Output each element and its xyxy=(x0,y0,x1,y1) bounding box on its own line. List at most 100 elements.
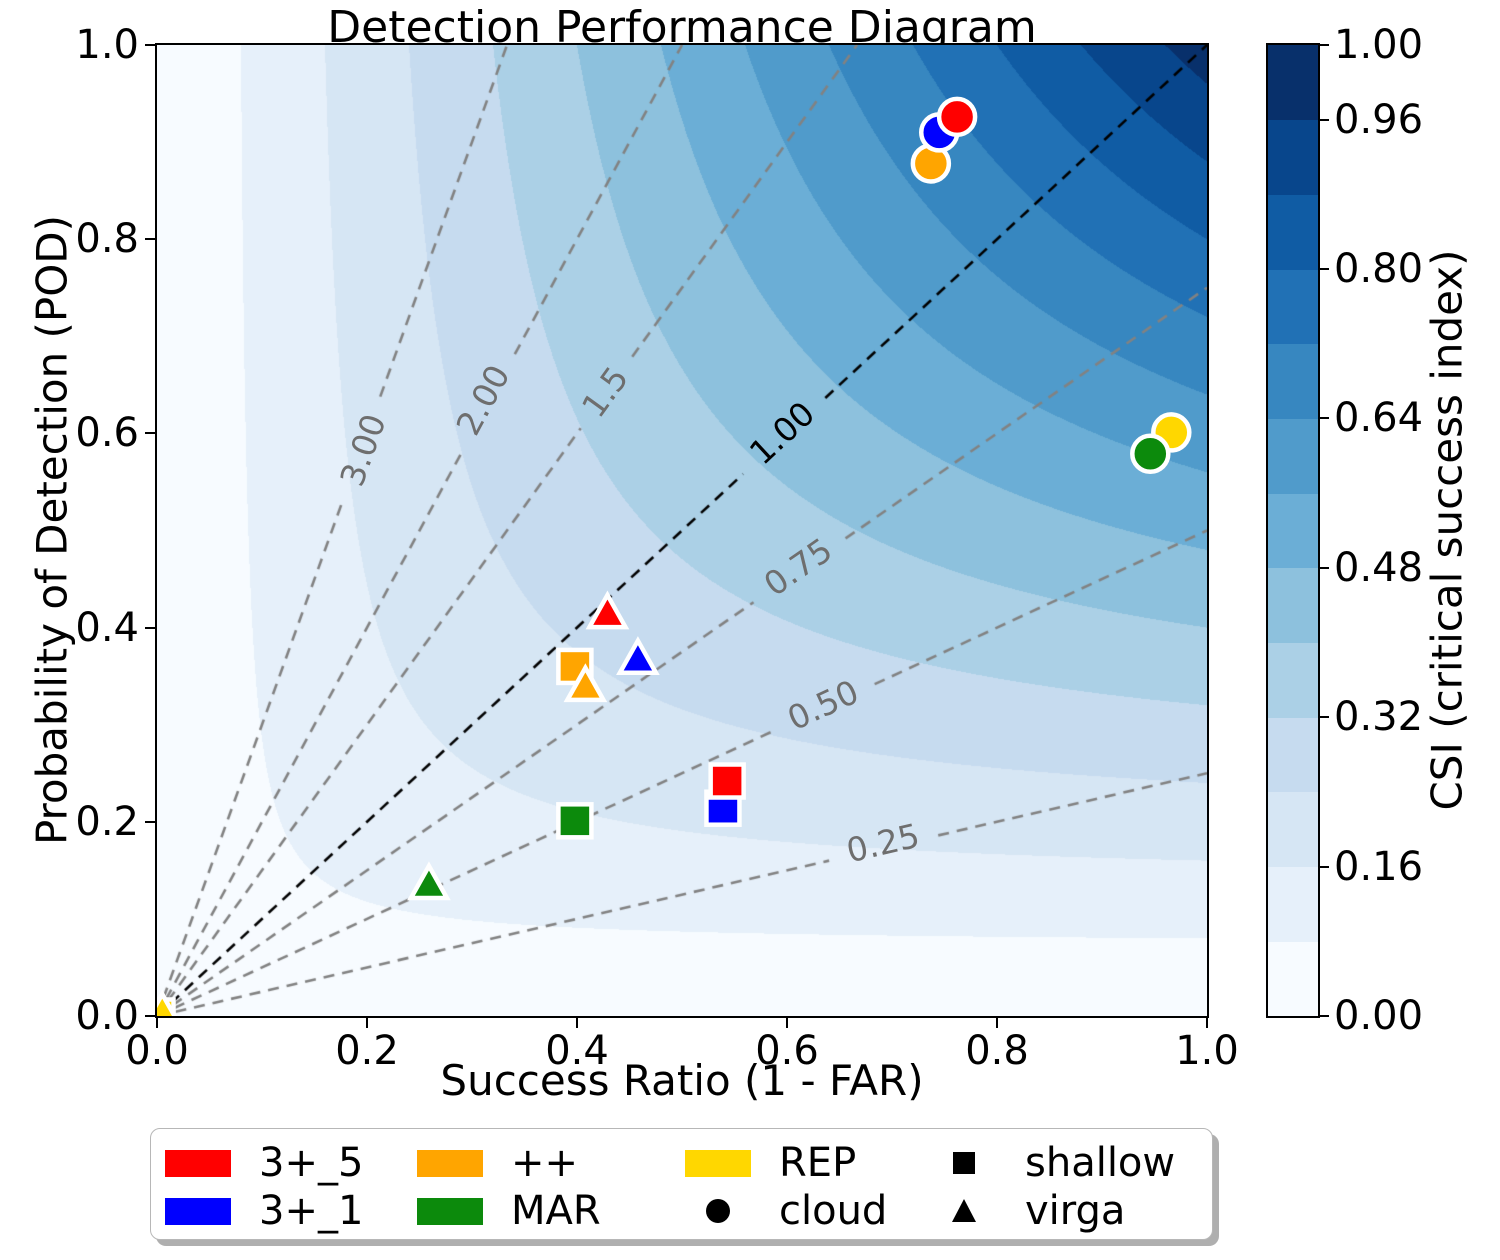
x-tick-mark xyxy=(576,1018,578,1028)
y-tick-label: 0.4 xyxy=(75,604,139,651)
legend-column: 3+_5 3+_1 xyxy=(165,1139,417,1235)
legend-circle-icon xyxy=(685,1196,751,1226)
legend-label: virga xyxy=(1025,1188,1126,1234)
x-axis-label: Success Ratio (1 - FAR) xyxy=(440,1056,924,1105)
y-tick-label: 0.2 xyxy=(75,798,139,845)
data-point-++-virga xyxy=(563,663,608,703)
y-axis-label: Probability of Detection (POD) xyxy=(27,214,77,846)
colorbar-tick-mark xyxy=(1320,566,1329,569)
legend-square-icon xyxy=(931,1148,997,1178)
colorbar-band xyxy=(1268,194,1318,270)
x-tick-label: 0.2 xyxy=(335,1028,399,1074)
colorbar-tick-label: 0.00 xyxy=(1334,993,1424,1039)
colorbar-band xyxy=(1268,45,1318,121)
colorbar-tick-mark xyxy=(1320,865,1329,868)
colorbar-label: CSI (critical success index) xyxy=(1422,249,1472,811)
legend-label: MAR xyxy=(511,1188,601,1234)
colorbar-band xyxy=(1268,567,1318,644)
data-point-3+_5-shallow xyxy=(708,762,746,800)
data-marker-layer xyxy=(157,96,1192,1016)
data-point-MAR-cloud xyxy=(1130,433,1171,475)
x-tick-label: 0.8 xyxy=(965,1028,1029,1074)
legend-label: cloud xyxy=(779,1188,888,1234)
x-tick-mark xyxy=(996,1018,998,1028)
legend-color-swatch xyxy=(165,1197,231,1225)
colorbar-band xyxy=(1268,866,1318,942)
y-tick-mark xyxy=(145,432,155,435)
colorbar-band xyxy=(1268,717,1318,793)
x-tick-mark xyxy=(786,1018,788,1028)
colorbar-band xyxy=(1268,343,1318,419)
legend-label: shallow xyxy=(1025,1140,1176,1186)
colorbar-tick-mark xyxy=(1320,716,1329,719)
x-tick-label: 0.0 xyxy=(125,1028,189,1074)
legend-entry-rep: REP xyxy=(685,1139,931,1187)
legend-color-swatch xyxy=(165,1149,231,1177)
legend-column: REP cloud xyxy=(685,1139,931,1235)
colorbar-tick-label: 0.64 xyxy=(1334,395,1424,442)
x-tick-mark xyxy=(366,1018,368,1028)
legend-triangle-icon xyxy=(931,1196,997,1226)
x-tick-mark xyxy=(156,1018,158,1028)
colorbar-tick-label: 1.00 xyxy=(1334,22,1424,68)
y-tick-mark xyxy=(145,44,155,46)
plot-area: 3.00 2.00 1.5 1.00 0.75 0.50 0.25 xyxy=(157,45,1207,1016)
colorbar-tick-mark xyxy=(1320,118,1329,121)
data-point-MAR-virga xyxy=(407,861,451,901)
x-tick-label: 0.4 xyxy=(545,1028,609,1074)
colorbar-tick-label: 0.80 xyxy=(1334,246,1424,293)
chart-title: Detection Performance Diagram xyxy=(327,2,1037,53)
legend-entry-mar: MAR xyxy=(417,1187,685,1235)
colorbar-band xyxy=(1268,642,1318,718)
colorbar-tick-mark xyxy=(1320,44,1329,46)
legend-entry--: ++ xyxy=(417,1139,685,1187)
y-tick-mark xyxy=(145,238,155,241)
legend-label: REP xyxy=(779,1140,857,1186)
x-tick-label: 1.0 xyxy=(1175,1028,1239,1074)
y-tick-label: 0.0 xyxy=(75,993,139,1039)
legend-column: shallow virga xyxy=(931,1139,1202,1235)
data-point-3+_5-cloud xyxy=(936,96,978,138)
y-tick-label: 1.0 xyxy=(75,22,139,68)
legend-color-swatch xyxy=(685,1149,751,1177)
legend-label: 3+_5 xyxy=(259,1140,364,1186)
colorbar-band xyxy=(1268,119,1318,195)
legend-entry-cloud: cloud xyxy=(685,1187,931,1235)
y-tick-label: 0.6 xyxy=(75,410,139,457)
legend-entry-virga: virga xyxy=(931,1187,1202,1235)
colorbar-tick-label: 0.96 xyxy=(1334,96,1424,143)
legend-entry-3-5: 3+_5 xyxy=(165,1139,417,1187)
legend-color-swatch xyxy=(417,1197,483,1225)
colorbar-band xyxy=(1268,418,1318,494)
colorbar-tick-label: 0.48 xyxy=(1334,544,1424,591)
legend-color-swatch xyxy=(417,1149,483,1177)
legend-entry-shallow: shallow xyxy=(931,1139,1202,1187)
legend-column: ++ MAR xyxy=(417,1139,685,1235)
data-point-REP-virga xyxy=(157,989,178,1016)
colorbar-tick-label: 0.32 xyxy=(1334,694,1424,741)
legend: 3+_5 3+_1 ++ MAR REP cloud shallow virga xyxy=(150,1128,1213,1240)
colorbar-tick-label: 0.16 xyxy=(1334,843,1424,890)
colorbar-tick-mark xyxy=(1320,268,1329,271)
y-tick-mark xyxy=(145,820,155,823)
legend-label: 3+_1 xyxy=(259,1188,364,1234)
x-tick-label: 0.6 xyxy=(755,1028,819,1074)
y-tick-label: 0.8 xyxy=(75,216,139,263)
y-tick-mark xyxy=(145,626,155,629)
colorbar-tick-mark xyxy=(1320,417,1329,420)
csi-contour-canvas xyxy=(157,45,1207,1016)
colorbar-band xyxy=(1268,791,1318,868)
legend-entry-3-1: 3+_1 xyxy=(165,1187,417,1235)
legend-label: ++ xyxy=(511,1140,579,1186)
colorbar-band xyxy=(1268,493,1318,569)
data-point-3+_5-virga xyxy=(585,590,630,630)
colorbar-band xyxy=(1268,941,1318,1017)
data-point-3+_1-virga xyxy=(616,636,660,675)
y-tick-mark xyxy=(145,1015,155,1017)
colorbar xyxy=(1268,45,1318,1017)
data-point-MAR-shallow xyxy=(556,802,594,840)
colorbar-tick-mark xyxy=(1320,1015,1329,1017)
x-tick-mark xyxy=(1206,1018,1208,1028)
colorbar-band xyxy=(1268,269,1318,345)
